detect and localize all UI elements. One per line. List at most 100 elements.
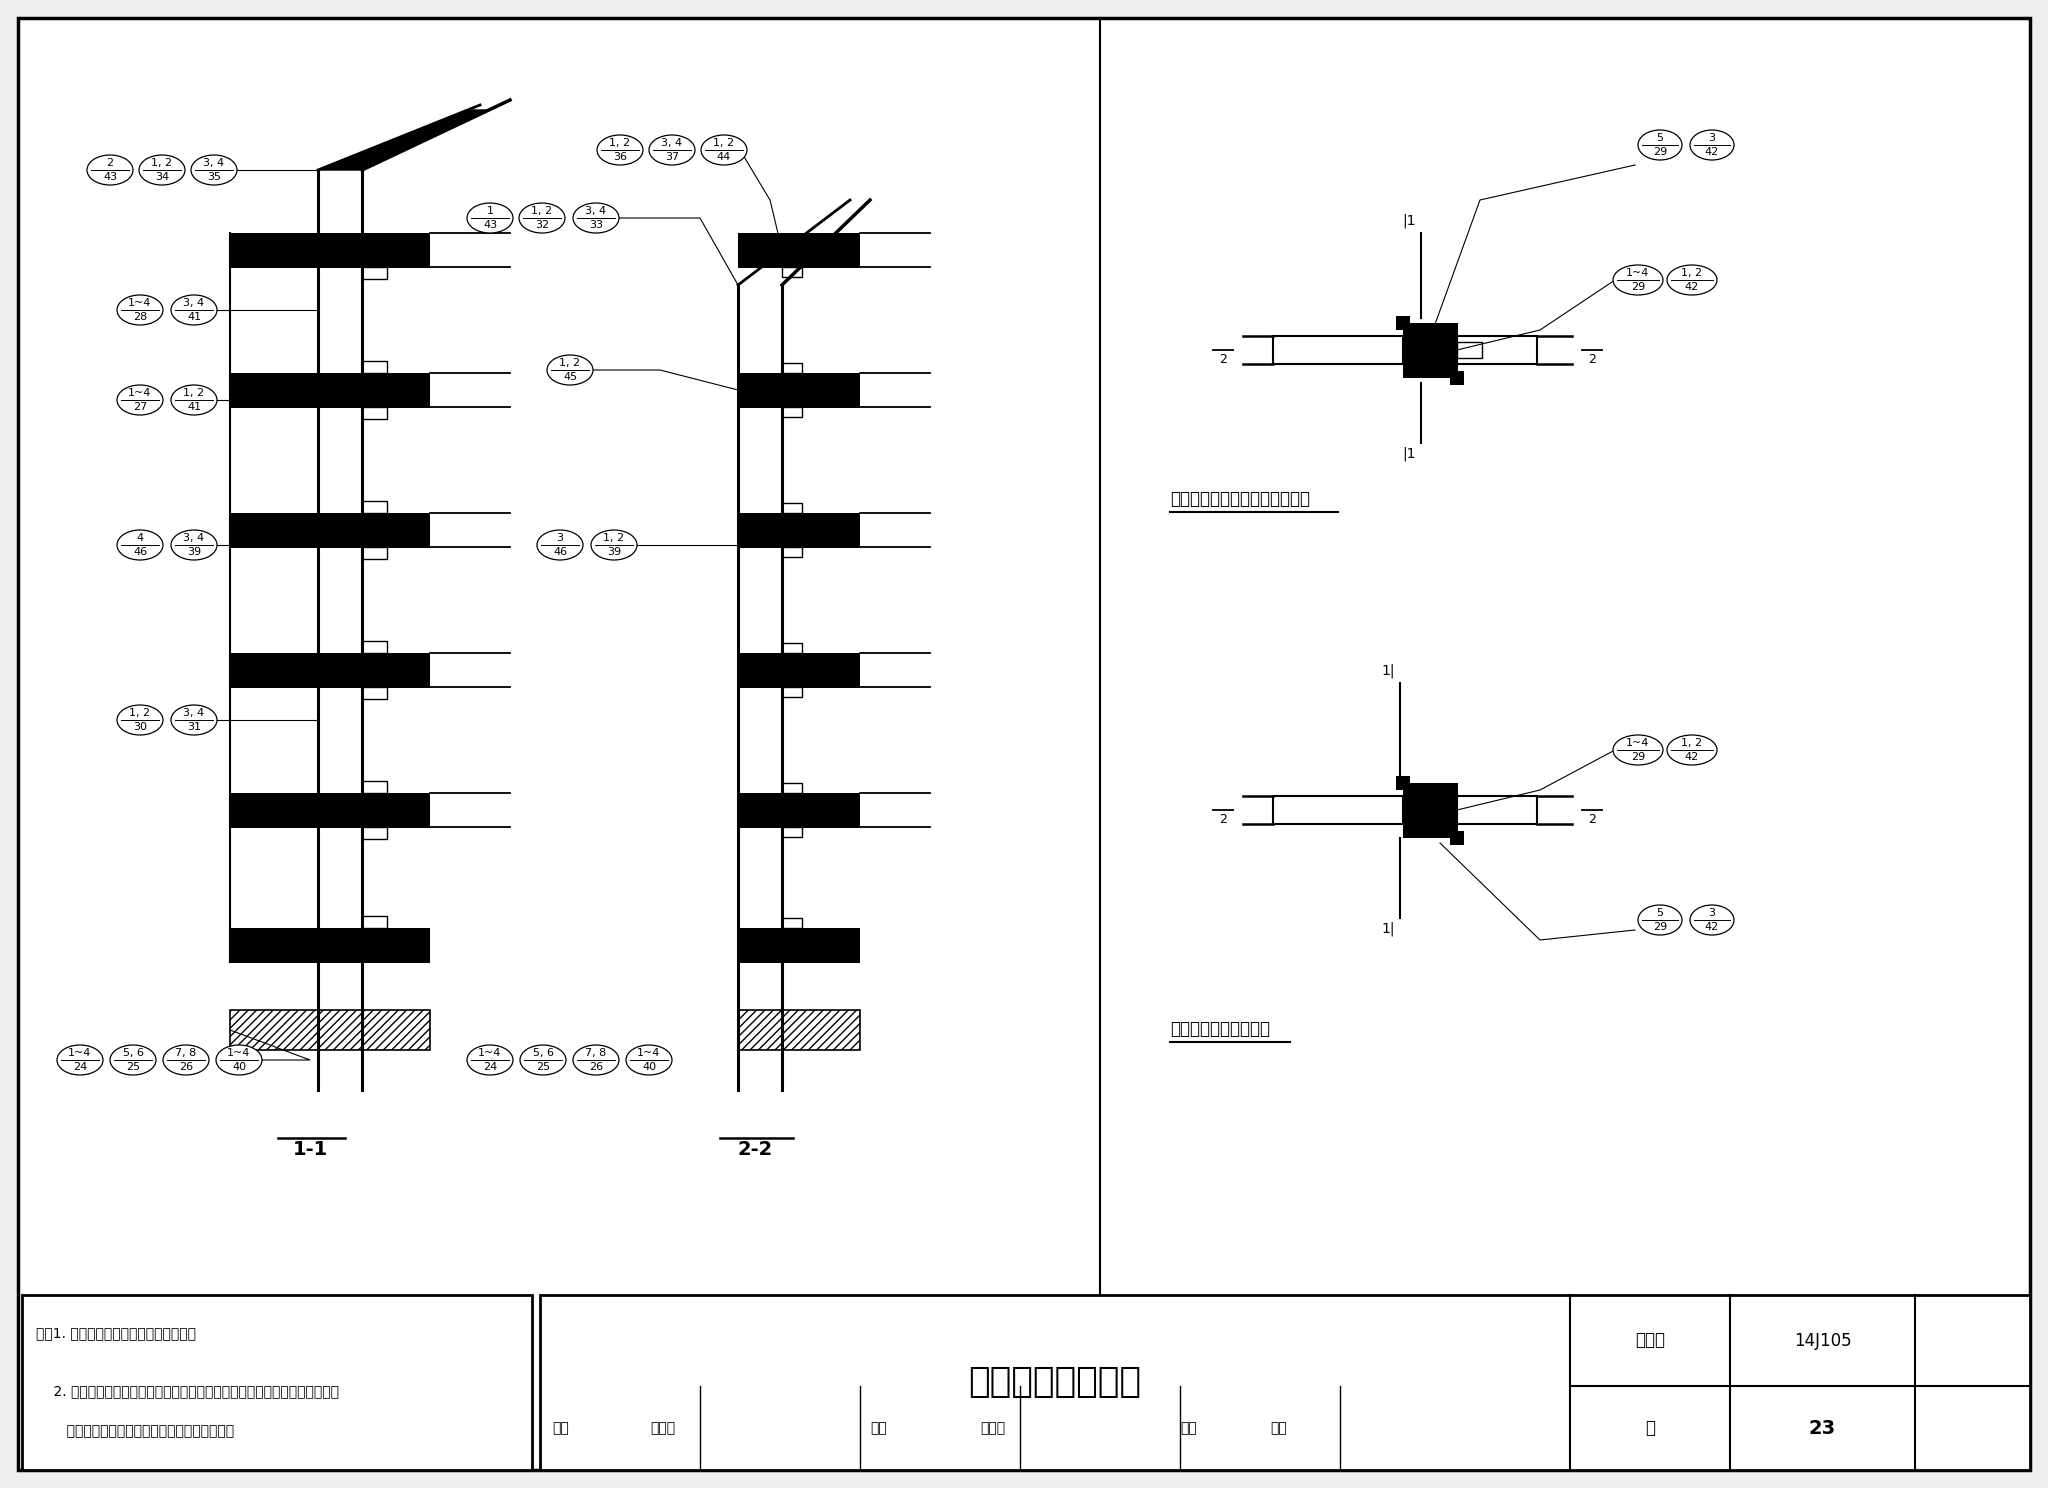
Text: 46: 46 — [553, 548, 567, 557]
Text: 5: 5 — [1657, 132, 1663, 143]
Text: 39: 39 — [186, 548, 201, 557]
Text: 3: 3 — [557, 533, 563, 543]
Ellipse shape — [170, 530, 217, 559]
Text: 1, 2: 1, 2 — [604, 533, 625, 543]
Ellipse shape — [700, 135, 748, 165]
Bar — [782, 918, 803, 929]
Ellipse shape — [57, 1045, 102, 1074]
Text: 1, 2: 1, 2 — [559, 359, 580, 368]
Ellipse shape — [1690, 129, 1735, 161]
Text: 王平山: 王平山 — [649, 1421, 676, 1434]
Text: 28: 28 — [133, 312, 147, 321]
Text: 1~4: 1~4 — [1626, 738, 1651, 748]
Bar — [782, 373, 860, 408]
Bar — [362, 501, 387, 513]
Bar — [782, 408, 803, 417]
Text: 1-1: 1-1 — [293, 1140, 328, 1159]
Bar — [782, 363, 803, 373]
Text: 42: 42 — [1686, 751, 1700, 762]
Bar — [737, 513, 782, 548]
Text: 校对: 校对 — [870, 1421, 887, 1434]
Bar — [362, 917, 387, 929]
Bar — [229, 929, 430, 963]
Text: 3, 4: 3, 4 — [203, 158, 225, 168]
Bar — [737, 793, 782, 827]
Bar — [1456, 796, 1536, 824]
Bar — [782, 266, 803, 277]
Ellipse shape — [86, 155, 133, 185]
Text: 24: 24 — [483, 1062, 498, 1071]
Text: 29: 29 — [1653, 923, 1667, 931]
Ellipse shape — [215, 1045, 262, 1074]
Bar — [1403, 323, 1458, 378]
Polygon shape — [317, 110, 489, 170]
Ellipse shape — [467, 1045, 512, 1074]
Text: 24: 24 — [74, 1062, 88, 1071]
Text: 1~4: 1~4 — [68, 1048, 92, 1058]
Text: 2: 2 — [1587, 353, 1595, 366]
Text: 32: 32 — [535, 220, 549, 231]
Text: 25: 25 — [537, 1062, 551, 1071]
Bar — [1274, 796, 1403, 824]
Bar — [1403, 783, 1458, 838]
Text: 45: 45 — [563, 372, 578, 382]
Bar — [1274, 336, 1403, 365]
Text: 3, 4: 3, 4 — [184, 708, 205, 719]
Text: 1, 2: 1, 2 — [1681, 268, 1702, 278]
Text: 4: 4 — [137, 533, 143, 543]
Bar — [1450, 830, 1464, 845]
Bar — [541, 1295, 2030, 1470]
Ellipse shape — [518, 202, 565, 234]
Text: 42: 42 — [1704, 923, 1718, 931]
Text: 39: 39 — [606, 548, 621, 557]
Ellipse shape — [598, 135, 643, 165]
Bar — [229, 793, 430, 827]
Ellipse shape — [537, 530, 584, 559]
Text: 5: 5 — [1657, 908, 1663, 918]
Bar — [782, 793, 860, 827]
Text: 5, 6: 5, 6 — [532, 1048, 553, 1058]
Text: 34: 34 — [156, 173, 170, 182]
Text: 26: 26 — [178, 1062, 193, 1071]
Text: |1: |1 — [1403, 446, 1415, 460]
Ellipse shape — [139, 155, 184, 185]
Text: 1~4: 1~4 — [129, 298, 152, 308]
Text: |1: |1 — [1403, 213, 1415, 228]
Ellipse shape — [1614, 265, 1663, 295]
Ellipse shape — [117, 705, 164, 735]
Text: 31: 31 — [186, 722, 201, 732]
Text: 1~4: 1~4 — [227, 1048, 250, 1058]
Text: 1~4: 1~4 — [1626, 268, 1651, 278]
Bar — [23, 1295, 532, 1470]
Text: 29: 29 — [1630, 751, 1645, 762]
Bar — [782, 827, 803, 836]
Ellipse shape — [649, 135, 694, 165]
Text: 2: 2 — [1587, 812, 1595, 826]
Text: 注：1. 索引图剖面以框架结构形式绘制。: 注：1. 索引图剖面以框架结构形式绘制。 — [37, 1326, 197, 1341]
Text: 40: 40 — [641, 1062, 655, 1071]
Text: 本索引图仅表示后面详图所引出的墙体部位。: 本索引图仅表示后面详图所引出的墙体部位。 — [37, 1424, 233, 1439]
Ellipse shape — [547, 356, 594, 385]
Bar — [737, 373, 782, 408]
Bar — [737, 929, 782, 963]
Text: 3, 4: 3, 4 — [586, 207, 606, 216]
Ellipse shape — [1690, 905, 1735, 934]
Bar — [1456, 336, 1536, 365]
Text: 23: 23 — [1808, 1418, 1837, 1437]
Bar — [782, 653, 860, 687]
Ellipse shape — [117, 385, 164, 415]
Text: 图集号: 图集号 — [1634, 1332, 1665, 1350]
Text: 平面、剖面索引图: 平面、剖面索引图 — [969, 1366, 1141, 1400]
Bar — [1397, 315, 1409, 330]
Text: 7, 8: 7, 8 — [176, 1048, 197, 1058]
Bar — [737, 234, 782, 268]
Text: 1, 2: 1, 2 — [1681, 738, 1702, 748]
Text: 27: 27 — [133, 402, 147, 412]
Text: 1|: 1| — [1382, 664, 1395, 679]
Text: 30: 30 — [133, 722, 147, 732]
Text: 审核: 审核 — [553, 1421, 569, 1434]
Bar — [362, 362, 387, 373]
Bar — [1407, 327, 1454, 373]
Bar — [229, 513, 430, 548]
Bar — [229, 653, 430, 687]
